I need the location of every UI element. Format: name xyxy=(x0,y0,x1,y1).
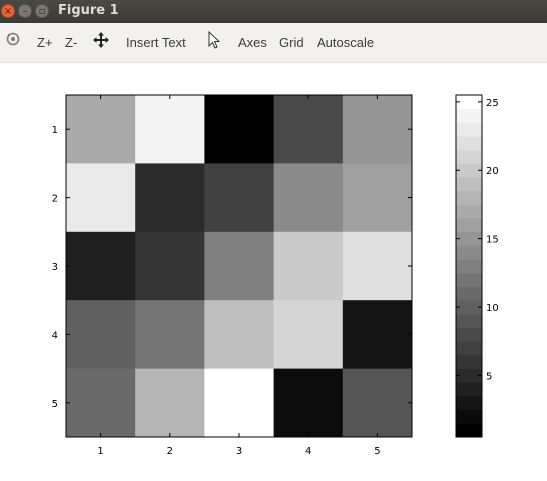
heatmap-cell xyxy=(135,368,205,438)
heatmap-cell xyxy=(204,368,275,438)
colorbar-band xyxy=(456,395,482,411)
x-tick-label: 5 xyxy=(374,446,380,457)
heatmap-cell xyxy=(342,95,413,164)
colorbar-band xyxy=(456,341,482,356)
minimize-window-button[interactable]: – xyxy=(18,4,32,18)
heatmap-cell xyxy=(66,95,136,164)
colorbar-band xyxy=(456,245,482,260)
maximize-window-button[interactable]: ▫ xyxy=(35,4,49,18)
close-window-button[interactable]: × xyxy=(1,4,15,18)
heatmap-cell xyxy=(273,300,344,370)
heatmap-cell xyxy=(273,163,344,233)
colorbar-band xyxy=(456,354,482,369)
rotate-icon[interactable] xyxy=(5,31,21,50)
heatmap-cell xyxy=(273,231,344,301)
heatmap-cell xyxy=(342,231,413,301)
colorbar-band xyxy=(456,231,482,246)
colorbar-band xyxy=(456,409,482,424)
colorbar-band xyxy=(456,423,482,438)
colorbar-band xyxy=(456,149,482,164)
grid-button[interactable]: Grid xyxy=(279,35,304,50)
colorbar-band xyxy=(456,218,482,233)
heatmap-cell xyxy=(66,368,136,438)
heatmap-cell xyxy=(204,231,275,301)
heatmap-cell xyxy=(135,300,205,370)
heatmap-cell xyxy=(273,368,344,438)
zoom-in-button[interactable]: Z+ xyxy=(37,35,53,50)
heatmap-cell xyxy=(204,300,275,370)
y-tick-label: 1 xyxy=(52,125,58,136)
colorbar-band xyxy=(456,136,482,151)
y-tick-label: 5 xyxy=(52,399,58,410)
colorbar-band xyxy=(456,327,482,342)
x-tick-label: 1 xyxy=(97,446,103,457)
heatmap-cell xyxy=(66,163,136,233)
pan-icon[interactable] xyxy=(92,31,110,52)
colorbar-band xyxy=(456,163,482,178)
colorbar-band xyxy=(456,122,482,137)
colorbar-band xyxy=(456,177,482,192)
zoom-out-button[interactable]: Z- xyxy=(65,35,78,50)
y-tick-label: 4 xyxy=(52,330,58,341)
colorbar-tick-label: 5 xyxy=(486,371,492,382)
heatmap-cell xyxy=(135,95,205,164)
colorbar-frame xyxy=(455,94,483,438)
heatmap-cell xyxy=(273,95,344,164)
insert-text-button[interactable]: Insert Text xyxy=(126,35,186,50)
y-tick-label: 3 xyxy=(52,262,58,273)
axes-button[interactable]: Axes xyxy=(238,35,267,50)
heatmap-cell xyxy=(66,300,136,370)
colorbar-band xyxy=(456,190,482,205)
colorbar-band xyxy=(456,382,482,397)
x-tick-label: 4 xyxy=(305,446,311,457)
heatmap-cell xyxy=(342,163,413,233)
title-bar: × – ▫ Figure 1 xyxy=(0,0,547,23)
colorbar-tick-label: 10 xyxy=(486,303,499,314)
colorbar-band xyxy=(456,108,482,123)
x-tick-label: 3 xyxy=(236,446,242,457)
colorbar-band xyxy=(456,204,482,219)
colorbar-band xyxy=(456,300,482,315)
autoscale-button[interactable]: Autoscale xyxy=(317,35,375,50)
select-pointer-icon[interactable] xyxy=(207,30,221,52)
heatmap-cell xyxy=(204,95,275,164)
heatmap-cell xyxy=(135,231,205,301)
colorbar-band xyxy=(456,286,482,301)
colorbar-tick-label: 25 xyxy=(486,98,499,109)
colorbar-band xyxy=(456,368,482,383)
figure-toolbar: Z+ Z- Insert Text Axes Grid Autoscale xyxy=(0,23,547,63)
x-tick-label: 2 xyxy=(167,446,173,457)
heatmap-cell xyxy=(135,163,205,233)
colorbar-tick-label: 15 xyxy=(486,235,499,246)
heatmap-cell xyxy=(342,368,413,438)
colorbar-band xyxy=(456,259,482,274)
heatmap-cell xyxy=(342,300,413,370)
colorbar-band xyxy=(456,95,482,110)
colorbar-tick-label: 20 xyxy=(486,166,499,177)
colorbar-band xyxy=(456,313,482,328)
heatmap-cell xyxy=(204,163,275,233)
heatmap-plot: 1 2 3 4 5 1 2 3 4 5 xyxy=(52,94,413,457)
y-tick-label: 2 xyxy=(52,194,58,205)
colorbar-band xyxy=(456,272,482,287)
heatmap-cell xyxy=(66,231,136,301)
window-title: Figure 1 xyxy=(58,3,119,18)
figure-canvas[interactable]: 1 2 3 4 5 1 2 3 4 5 5 10 15 20 25 xyxy=(0,62,547,481)
colorbar: 5 10 15 20 25 xyxy=(455,94,499,438)
